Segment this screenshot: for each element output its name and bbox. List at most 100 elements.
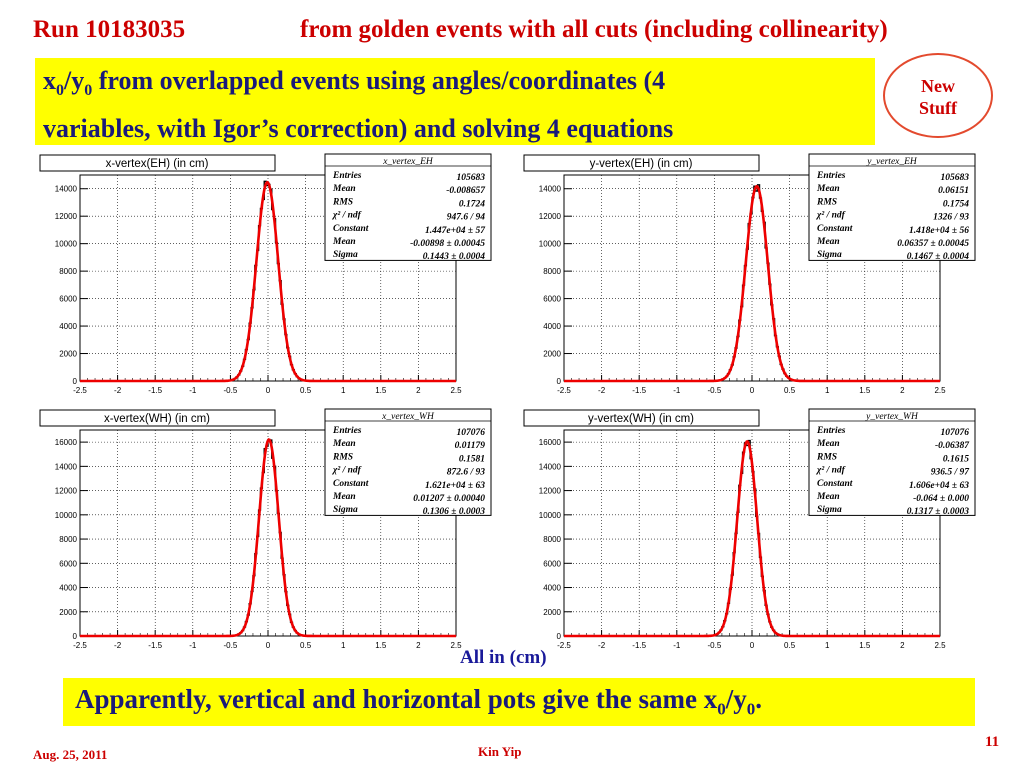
gaussian-fit-curve [564, 184, 940, 383]
x-tick-label: -2 [598, 641, 606, 650]
y-tick-label: 8000 [59, 267, 77, 276]
stats-key: Mean [332, 184, 356, 194]
stats-key: Sigma [817, 250, 842, 260]
stats-key: Mean [816, 439, 840, 449]
stats-key: Mean [332, 492, 356, 502]
stats-value: 0.1443 ± 0.0004 [423, 252, 485, 262]
stats-value: -0.00898 ± 0.00045 [410, 239, 485, 249]
x-tick-label: -1 [673, 641, 681, 650]
title-text: y-vertex(EH) (in cm) [590, 158, 693, 170]
stats-key: Entries [816, 171, 846, 181]
stats-value: 1.606e+04 ± 63 [909, 481, 969, 491]
x-tick-label: -1 [189, 386, 197, 395]
y-tick-label: 2000 [543, 350, 561, 359]
y-tick-label: 12000 [539, 487, 562, 496]
x-tick-label: 0 [266, 386, 271, 395]
x-tick-label: 0.5 [300, 641, 312, 650]
stats-key: Sigma [333, 505, 358, 515]
badge-line-1: New [921, 76, 955, 96]
stats-value: 0.1467 ± 0.0004 [907, 252, 969, 262]
x-tick-label: -1.5 [148, 386, 162, 395]
histogram-panel-y-vertex-WH: -2.5 -2 -1.5 -1 -0.5 0 0.5 1 1.5 2 2.5 0 2000 4000 600… [522, 408, 976, 650]
y-tick-label: 2000 [59, 350, 77, 359]
gaussian-fit-curve [80, 180, 456, 383]
x-tick-label: 2.5 [934, 641, 946, 650]
x-tick-label: -0.5 [708, 386, 722, 395]
conclusion-text: Apparently, vertical and horizontal pots… [75, 684, 718, 714]
x-tick-label: -2 [114, 641, 122, 650]
histogram-title: x-vertex(WH) (in cm) [39, 409, 276, 427]
x-tick-label: 2 [900, 641, 905, 650]
y-tick-label: 12000 [55, 212, 78, 221]
stats-key: RMS [332, 197, 353, 207]
stats-key: χ² / ndf [331, 466, 362, 476]
subtitle-x: x [43, 66, 56, 95]
y-tick-label: 12000 [539, 212, 562, 221]
stats-name: x_vertex_WH [381, 412, 435, 422]
y-tick-label: 6000 [543, 295, 561, 304]
x-tick-label: 1 [825, 641, 830, 650]
stats-key: Constant [817, 479, 853, 489]
title-box [523, 409, 760, 427]
stats-key: Entries [332, 171, 362, 181]
stats-value: 107076 [941, 428, 970, 438]
stats-value: 0.1306 ± 0.0003 [423, 507, 485, 517]
stats-value: -0.008657 [446, 186, 486, 196]
y-tick-label: 10000 [539, 240, 562, 249]
stats-key: Sigma [817, 505, 842, 515]
y-tick-label: 4000 [59, 322, 77, 331]
subtitle-sub-a: 0 [56, 82, 64, 100]
stats-frame [808, 153, 976, 261]
slide-title: from golden events with all cuts (includ… [300, 16, 888, 43]
x-tick-label: 1.5 [375, 641, 387, 650]
stats-key: RMS [332, 452, 353, 462]
histogram-title: y-vertex(WH) (in cm) [523, 409, 760, 427]
histogram-title: x-vertex(EH) (in cm) [39, 154, 276, 172]
x-tick-label: -0.5 [224, 641, 238, 650]
y-tick-label: 6000 [59, 559, 77, 568]
x-tick-label: 2 [900, 386, 905, 395]
x-tick-label: 2 [416, 386, 421, 395]
stats-frame [808, 408, 976, 516]
run-number: Run 10183035 [33, 16, 186, 43]
stats-key: Mean [816, 492, 840, 502]
stats-value: 0.1615 [943, 454, 969, 464]
y-tick-label: 2000 [59, 608, 77, 617]
y-tick-label: 14000 [55, 462, 78, 471]
title-text: x-vertex(WH) (in cm) [104, 413, 210, 425]
y-tick-label: 10000 [55, 240, 78, 249]
x-tick-label: -1.5 [148, 641, 162, 650]
x-tick-label: 2 [416, 641, 421, 650]
y-tick-label: 0 [557, 377, 562, 386]
x-tick-label: -2.5 [557, 641, 571, 650]
stats-value: 0.1317 ± 0.0003 [907, 507, 969, 517]
x-tick-label: 1 [341, 386, 346, 395]
subtitle-line-1: x0/y0 from overlapped events using angle… [43, 62, 867, 110]
subtitle-slash-y: /y [64, 66, 85, 95]
stats-value: 947.6 / 94 [447, 213, 486, 223]
stats-value: 107076 [457, 428, 486, 438]
conclusion-slash-y: /y [725, 684, 747, 714]
histogram-title: y-vertex(EH) (in cm) [523, 154, 760, 172]
stats-value: 0.06151 [938, 186, 969, 196]
y-tick-label: 0 [73, 377, 78, 386]
title-box [39, 154, 276, 172]
y-tick-label: 4000 [59, 584, 77, 593]
x-tick-label: 0 [750, 641, 755, 650]
x-tick-label: -1.5 [632, 386, 646, 395]
y-tick-label: 8000 [543, 535, 561, 544]
stats-key: χ² / ndf [815, 466, 846, 476]
stats-value: 936.5 / 97 [931, 468, 971, 478]
stats-key: Mean [816, 184, 840, 194]
x-tick-label: 2.5 [934, 386, 946, 395]
stats-value: 1326 / 93 [933, 213, 969, 223]
stats-key: Entries [816, 426, 846, 436]
y-tick-label: 10000 [55, 511, 78, 520]
x-tick-label: 1 [825, 386, 830, 395]
subtitle-line-2: variables, with Igor’s correction) and s… [43, 114, 674, 144]
y-tick-label: 8000 [543, 267, 561, 276]
stats-value: 105683 [457, 173, 486, 183]
histogram-grid: -2.5 -2 -1.5 -1 -0.5 0 0.5 1 1.5 2 2.5 0 2000 4000 600… [38, 153, 976, 650]
subtitle-box: x0/y0 from overlapped events using angle… [35, 58, 875, 145]
y-tick-label: 6000 [543, 559, 561, 568]
